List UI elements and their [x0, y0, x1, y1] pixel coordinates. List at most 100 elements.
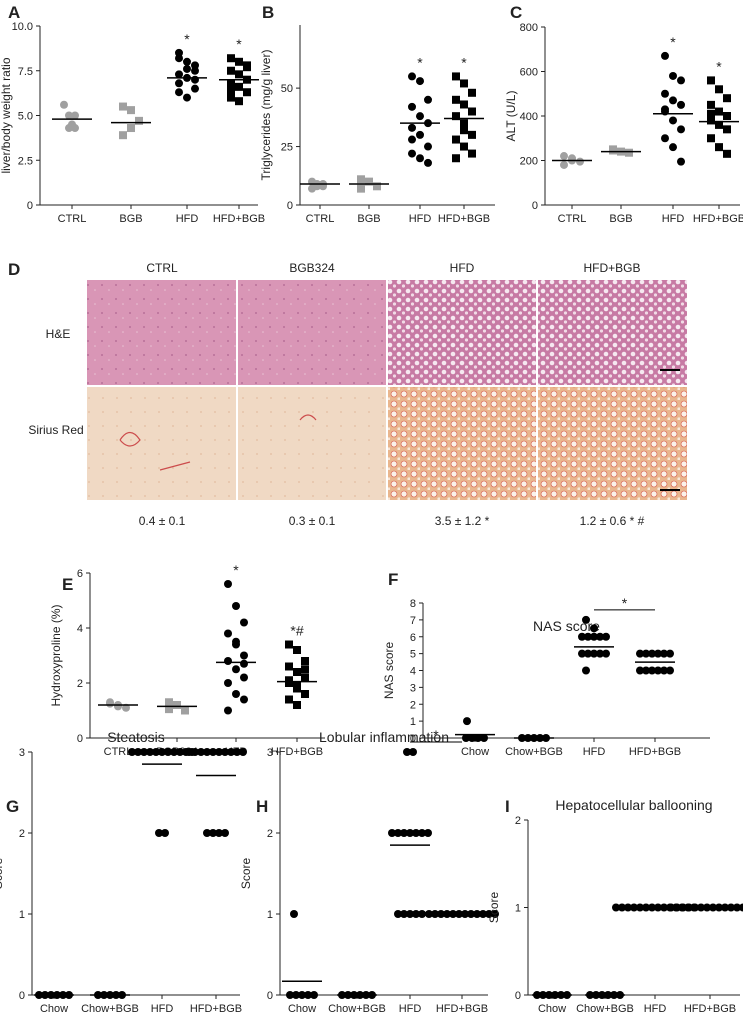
y-tick-label: 2 — [77, 678, 83, 690]
significance: * — [433, 727, 439, 743]
data-point — [308, 184, 316, 193]
data-point — [290, 910, 298, 918]
data-point — [235, 97, 243, 106]
data-point — [235, 82, 243, 91]
data-point — [181, 706, 189, 715]
y-tick-label: 2 — [267, 828, 273, 840]
data-point — [707, 109, 715, 118]
data-point — [146, 748, 154, 756]
data-point — [227, 86, 235, 95]
panel-letter: F — [388, 570, 398, 589]
y-tick-label: 0 — [532, 200, 538, 212]
data-point — [221, 748, 229, 756]
data-point — [452, 112, 460, 121]
x-tick-label: HFD+BGB — [693, 213, 743, 225]
significance: * — [670, 34, 676, 50]
chart-title: Steatosis — [107, 729, 165, 745]
y-tick-label: 0 — [515, 990, 521, 1002]
data-point — [590, 632, 598, 641]
y-tick-label: 10.0 — [12, 21, 33, 33]
data-point — [240, 695, 248, 704]
data-point — [723, 149, 731, 158]
data-point — [715, 107, 723, 116]
data-point — [654, 666, 662, 675]
data-point — [596, 649, 604, 658]
data-point — [723, 125, 731, 134]
image — [538, 387, 687, 500]
data-point — [485, 910, 493, 918]
chart-title: NAS score — [533, 618, 600, 634]
data-point — [578, 649, 586, 658]
y-tick-label: 7.5 — [18, 66, 33, 78]
data-point — [409, 748, 417, 756]
data-point — [224, 629, 232, 638]
data-point — [661, 134, 669, 143]
data-point — [425, 910, 433, 918]
data-point — [582, 666, 590, 675]
x-tick-label: HFD+BGB — [190, 1003, 242, 1015]
data-point — [418, 910, 426, 918]
data-point — [285, 662, 293, 671]
significance: * — [233, 562, 239, 578]
data-point — [636, 666, 644, 675]
data-point — [715, 85, 723, 94]
data-point — [365, 177, 373, 186]
y-tick-label: 6 — [77, 568, 83, 580]
data-point — [661, 51, 669, 60]
data-point — [140, 748, 148, 756]
data-point — [357, 175, 365, 184]
data-point — [460, 126, 468, 135]
y-tick-label: 0 — [410, 733, 416, 745]
y-axis-label: Triglycerides (mg/g liver) — [259, 50, 273, 181]
data-point — [298, 991, 306, 999]
y-tick-label: 4 — [77, 623, 83, 635]
x-tick-label: Chow — [461, 746, 489, 758]
data-point — [590, 624, 598, 633]
data-point — [165, 705, 173, 714]
data-point — [408, 135, 416, 144]
data-point — [134, 748, 142, 756]
histology-images — [87, 280, 687, 500]
y-tick-label: 1 — [19, 909, 25, 921]
data-point — [227, 66, 235, 75]
data-point — [155, 829, 163, 837]
data-point — [468, 149, 476, 158]
data-point — [452, 135, 460, 144]
data-point — [584, 649, 592, 658]
y-tick-label: 5.0 — [18, 111, 33, 123]
data-point — [235, 70, 243, 79]
data-point — [203, 829, 211, 837]
panel-letter: C — [510, 3, 522, 22]
data-point — [727, 903, 735, 912]
data-point — [301, 665, 309, 674]
column-label: HFD+BGB — [583, 261, 640, 275]
y-tick-label: 7 — [410, 615, 416, 627]
data-point — [590, 649, 598, 658]
image — [388, 280, 536, 385]
quantification: 0.4 ± 0.1 — [139, 514, 186, 528]
data-point — [612, 903, 620, 912]
data-point — [158, 748, 166, 756]
data-point — [185, 748, 193, 756]
y-tick-label: 50 — [281, 83, 293, 95]
data-point — [624, 903, 632, 912]
image — [388, 387, 536, 500]
data-point — [660, 649, 668, 658]
y-tick-label: 25 — [281, 142, 293, 154]
y-tick-label: 200 — [520, 156, 538, 168]
data-point — [673, 903, 681, 912]
data-point — [65, 111, 73, 120]
data-point — [408, 123, 416, 132]
data-point — [602, 632, 610, 641]
data-point — [468, 107, 476, 116]
data-point — [240, 618, 248, 627]
data-point — [293, 681, 301, 690]
y-axis-label: NAS score — [382, 642, 396, 700]
data-point — [71, 111, 79, 120]
data-point — [406, 910, 414, 918]
data-point — [642, 666, 650, 675]
data-point — [227, 79, 235, 88]
data-point — [707, 134, 715, 143]
data-point — [191, 84, 199, 93]
data-point — [677, 125, 685, 134]
